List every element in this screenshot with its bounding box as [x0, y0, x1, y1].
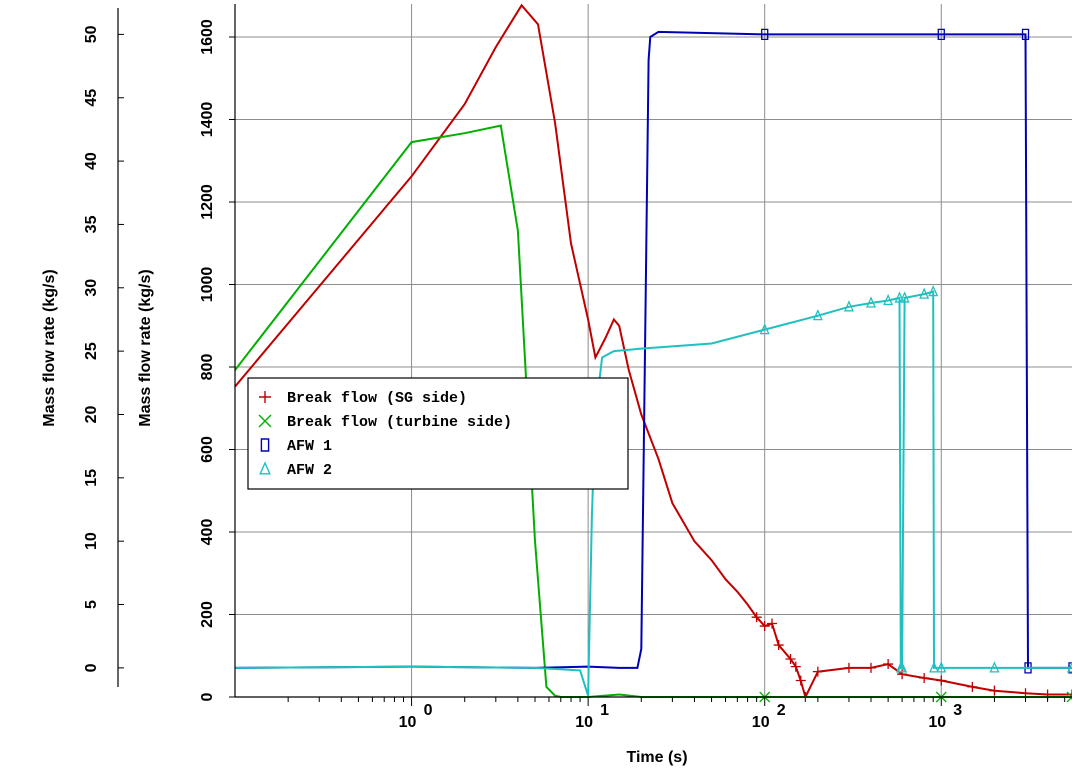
- x-tick-label: 10: [752, 714, 770, 731]
- outer-y-axis-label: Mass flow rate (kg/s): [41, 269, 58, 426]
- inner-y-tick-label: 1000: [199, 267, 216, 303]
- data-point-marker: [759, 322, 770, 335]
- x-axis-label: Time (s): [626, 749, 687, 766]
- data-point-marker: [773, 640, 784, 651]
- data-point-marker: [919, 672, 930, 683]
- outer-y-tick-label: 50: [83, 25, 100, 43]
- x-tick-label: 10: [928, 714, 946, 731]
- x-tick-exponent: 3: [953, 702, 962, 719]
- outer-y-tick-label: 10: [83, 532, 100, 550]
- x-tick-exponent: 2: [777, 702, 786, 719]
- data-point-marker: [812, 666, 823, 677]
- inner-y-tick-label: 200: [199, 601, 216, 628]
- series-line-1: [234, 3, 1072, 700]
- data-point-marker: [894, 291, 905, 303]
- data-point-marker: [1024, 662, 1032, 674]
- legend-marker-3: [260, 438, 270, 452]
- legend-box: [247, 377, 629, 490]
- outer-y-tick-label: 25: [83, 342, 100, 360]
- legend-marker-4: [259, 461, 271, 475]
- outer-y-tick-label: 20: [83, 405, 100, 423]
- inner-y-tick-label: 1400: [199, 102, 216, 138]
- legend-label-4: AFW 2: [287, 462, 332, 479]
- outer-y-tick-label: 45: [83, 89, 100, 107]
- inner-y-tick-label: 600: [199, 436, 216, 463]
- data-point-marker: [897, 669, 908, 680]
- data-point-marker: [989, 685, 1000, 696]
- inner-y-tick-label: 1200: [199, 184, 216, 220]
- legend-marker-2: [258, 414, 272, 428]
- x-tick-exponent: 1: [600, 702, 609, 719]
- series-lines: [234, 3, 1072, 703]
- data-point-marker: [751, 612, 762, 623]
- data-point-marker: [928, 284, 939, 297]
- data-point-marker: [967, 681, 978, 692]
- data-point-marker: [795, 675, 806, 686]
- data-point-marker: [790, 661, 801, 672]
- outer-y-tick-label: 5: [83, 600, 100, 609]
- inner-y-tick-label: 0: [199, 692, 216, 701]
- data-point-marker: [843, 300, 854, 312]
- x-tick-exponent: 0: [424, 702, 433, 719]
- data-point-marker: [929, 661, 940, 673]
- data-point-marker: [866, 296, 877, 308]
- tick-labels: 1001011021030510152025303540455002004006…: [83, 19, 1066, 731]
- grid-lines: [235, 4, 1072, 698]
- inner-y-tick-label: 800: [199, 354, 216, 381]
- legend-label-2: Break flow (turbine side): [287, 414, 512, 431]
- data-point-marker: [899, 291, 910, 303]
- outer-y-tick-label: 40: [83, 152, 100, 170]
- data-point-marker: [897, 661, 908, 673]
- outer-y-tick-label: 30: [83, 279, 100, 297]
- data-point-marker: [883, 659, 894, 670]
- outer-y-tick-label: 35: [83, 215, 100, 233]
- data-point-marker: [761, 28, 769, 41]
- legend-label-3: AFW 1: [287, 438, 332, 455]
- data-point-marker: [866, 662, 877, 673]
- data-point-marker: [785, 653, 796, 664]
- outer-y-tick-label: 0: [83, 663, 100, 672]
- data-point-marker: [989, 661, 1000, 673]
- data-point-marker: [812, 309, 823, 321]
- x-tick-label: 10: [399, 714, 417, 731]
- data-point-marker: [1066, 691, 1072, 703]
- data-point-marker: [919, 287, 930, 299]
- data-point-marker: [936, 661, 947, 673]
- x-tick-label: 10: [575, 714, 593, 731]
- data-point-marker: [759, 621, 770, 632]
- series-line-4: [234, 290, 1072, 697]
- data-point-marker: [883, 293, 894, 306]
- data-point-marker: [767, 618, 778, 629]
- inner-y-tick-label: 1600: [199, 19, 216, 55]
- series-line-3: [234, 30, 1072, 669]
- outer-y-tick-label: 15: [83, 469, 100, 487]
- legend-label-1: Break flow (SG side): [287, 390, 467, 407]
- data-point-marker: [1066, 661, 1072, 673]
- legend: Break flow (SG side) Break flow (turbine …: [247, 377, 629, 490]
- inner-y-axis-label: Mass flow rate (kg/s): [137, 269, 154, 426]
- data-point-marker: [843, 662, 854, 673]
- data-point-marker: [1021, 28, 1030, 41]
- legend-marker-1: [259, 391, 271, 403]
- inner-y-tick-label: 400: [199, 519, 216, 546]
- data-point-marker: [937, 28, 945, 41]
- data-point-marker: [936, 675, 947, 686]
